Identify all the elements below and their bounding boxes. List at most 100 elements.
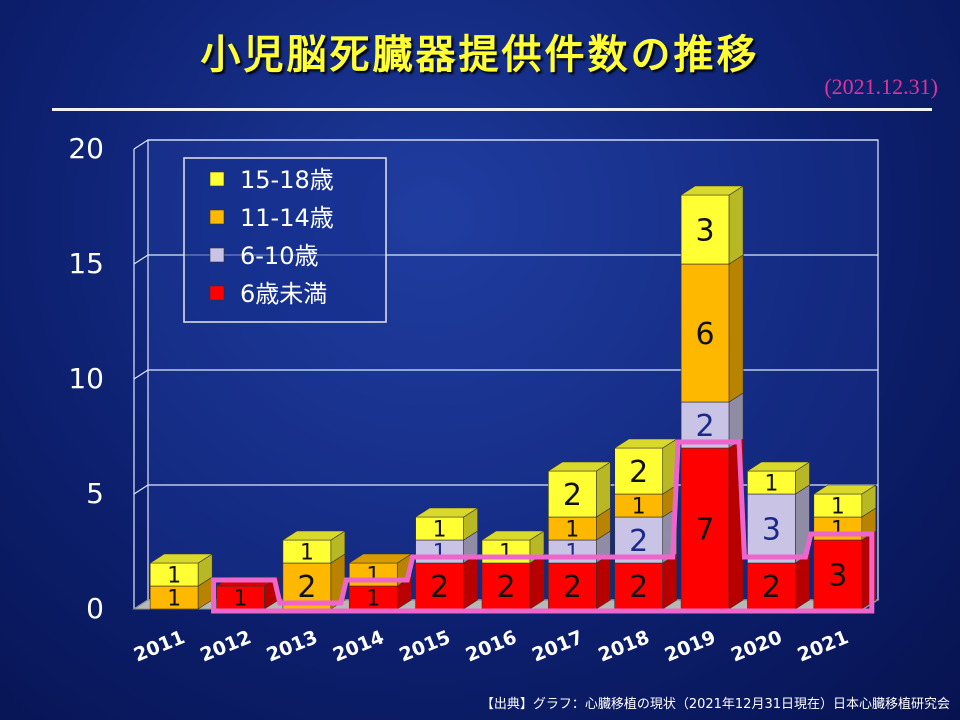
bar-label-2019-11-14歳: 6 <box>696 317 715 352</box>
bar-side-2020-6歳未満 <box>795 553 810 610</box>
legend-swatch-0 <box>209 171 225 187</box>
bar-label-2014-11-14歳: 1 <box>366 563 380 588</box>
x-tick-label-2015: 2015 <box>396 626 453 666</box>
y-tick-label-15: 15 <box>68 247 104 280</box>
bar-label-2015-6歳未満: 2 <box>430 570 449 605</box>
bar-label-2019-6歳未満: 7 <box>696 512 715 547</box>
bar-top-2021-15-18歳 <box>812 484 877 495</box>
legend-swatch-2 <box>209 247 225 263</box>
bar-segment-2013-15-18歳: 1 <box>281 530 346 565</box>
bar-top-2015-15-18歳 <box>414 507 479 518</box>
bar-label-2017-15-18歳: 2 <box>563 478 582 513</box>
legend-swatch-3 <box>209 285 225 301</box>
chart-title: 小児脳死臓器提供件数の推移 <box>200 32 760 78</box>
bar-label-2013-15-18歳: 1 <box>300 540 314 565</box>
bar-front-2017-15-18歳 <box>548 470 597 518</box>
bar-label-2020-15-18歳: 1 <box>765 471 779 496</box>
bar-top-2020-15-18歳 <box>746 461 811 472</box>
bar-label-2015-6-10歳: 1 <box>433 540 447 565</box>
bar-top-2016-15-18歳 <box>480 530 546 541</box>
bar-front-2016-6歳未満 <box>481 562 531 610</box>
bar-label-2012-6歳未満: 1 <box>234 586 248 611</box>
y-tick-label-5: 5 <box>86 477 104 510</box>
bar-top-2017-15-18歳 <box>547 461 612 472</box>
x-tick-label-2020: 2020 <box>728 626 785 666</box>
bar-label-2011-15-18歳: 1 <box>167 563 181 588</box>
bar-segment-2017-6歳未満: 2 <box>547 553 612 610</box>
bar-side-2019-15-18歳 <box>728 185 744 265</box>
bar-front-2019-11-14歳 <box>680 263 730 403</box>
bar-segment-2016-15-18歳: 1 <box>480 530 546 565</box>
bar-front-2020-6-10歳 <box>747 493 796 564</box>
x-axis-labels: 2011 2012 2013 2014 2015 2016 2017 2018 2019 2020… <box>131 626 852 666</box>
bar-side-2018-6歳未満 <box>662 553 678 610</box>
bar-side-2017-6歳未満 <box>596 553 611 610</box>
bar-label-2018-15-18歳: 2 <box>629 455 648 490</box>
bar-segment-2020-6-10歳: 3 <box>746 484 811 564</box>
bar-label-2021-6歳未満: 3 <box>828 558 847 593</box>
bar-top-2018-15-18歳 <box>613 438 678 449</box>
legend-label-2: 6-10歳 <box>240 242 318 270</box>
legend: 15-18歳 11-14歳 6-10歳 6歳未満 <box>183 157 387 323</box>
legend-label-0: 15-18歳 <box>240 166 334 194</box>
bar-label-2020-6-10歳: 3 <box>762 512 781 547</box>
bar-segment-2019-11-14歳: 6 <box>680 254 745 403</box>
bar-label-2019-15-18歳: 3 <box>696 213 715 248</box>
under6-outline <box>211 439 875 614</box>
bar-segment-2019-6歳未満: 7 <box>680 438 745 610</box>
bar-segment-2015-15-18歳: 1 <box>414 507 479 542</box>
bar-segment-2021-6歳未満: 3 <box>812 530 877 610</box>
bar-label-2018-11-14歳: 1 <box>632 494 646 519</box>
chart-date: (2021.12.31) <box>824 74 938 99</box>
bar-segment-2018-15-18歳: 2 <box>613 438 678 495</box>
gridline-15 <box>133 254 878 265</box>
source-note: 【出典】グラフ：心臓移植の現状（2021年12月31日現在）日本心臓移植研究会 <box>480 697 950 712</box>
bar-segment-2021-15-18歳: 1 <box>812 484 877 519</box>
bar-label-2011-11-14歳: 1 <box>167 586 181 611</box>
bar-segment-2014-11-14歳: 1 <box>348 553 413 588</box>
bar-label-2015-15-18歳: 1 <box>433 517 447 542</box>
bar-side-2019-11-14歳 <box>728 254 744 403</box>
bar-label-2016-15-18歳: 1 <box>499 540 513 565</box>
bar-segment-2020-15-18歳: 1 <box>746 461 811 496</box>
legend-label-3: 6歳未満 <box>240 280 327 308</box>
x-tick-label-2021: 2021 <box>794 626 851 666</box>
bar-label-2017-11-14歳: 1 <box>565 517 579 542</box>
bar-label-2014-6歳未満: 1 <box>366 586 380 611</box>
y-axis-ticks: 0 5 10 15 20 <box>68 132 104 625</box>
bar-front-2018-15-18歳 <box>614 447 664 495</box>
bar-segment-2017-15-18歳: 2 <box>547 461 612 518</box>
x-tick-label-2014: 2014 <box>330 626 387 666</box>
bar-top-2011-15-18歳 <box>149 553 214 564</box>
bar-label-2019-6-10歳: 2 <box>696 409 715 444</box>
x-tick-label-2019: 2019 <box>662 626 719 666</box>
gridline-20 <box>133 139 878 150</box>
under6-highlight-outline <box>211 439 875 614</box>
bar-label-2017-6-10歳: 1 <box>565 540 579 565</box>
x-tick-label-2017: 2017 <box>529 626 586 666</box>
bar-side-2016-6歳未満 <box>529 553 545 610</box>
bar-label-2021-15-18歳: 1 <box>831 494 845 519</box>
bar-top-2013-15-18歳 <box>281 530 346 541</box>
bar-label-2018-6-10歳: 2 <box>629 524 648 559</box>
bar-label-2018-6歳未満: 2 <box>629 570 648 605</box>
bar-label-2017-6歳未満: 2 <box>563 570 582 605</box>
y-tick-label-20: 20 <box>68 132 104 165</box>
x-tick-label-2018: 2018 <box>595 626 652 666</box>
bar-side-2017-15-18歳 <box>596 461 611 518</box>
bar-front-2019-6歳未満 <box>680 447 730 610</box>
bar-segment-2018-6歳未満: 2 <box>613 553 678 610</box>
y-tick-label-10: 10 <box>68 362 104 395</box>
x-tick-label-2012: 2012 <box>197 626 254 666</box>
bar-segment-2019-15-18歳: 3 <box>680 185 745 265</box>
bar-front-2020-6歳未満 <box>747 562 796 610</box>
x-tick-label-2016: 2016 <box>463 626 520 666</box>
bar-label-2013-11-14歳: 2 <box>297 570 316 605</box>
x-tick-label-2011: 2011 <box>131 626 188 666</box>
bar-label-2020-6歳未満: 2 <box>762 570 781 605</box>
x-tick-label-2013: 2013 <box>264 626 321 666</box>
bar-label-2021-11-14歳: 1 <box>831 517 845 542</box>
legend-swatch-1 <box>209 209 225 225</box>
bar-top-2014-11-14歳 <box>348 553 413 564</box>
